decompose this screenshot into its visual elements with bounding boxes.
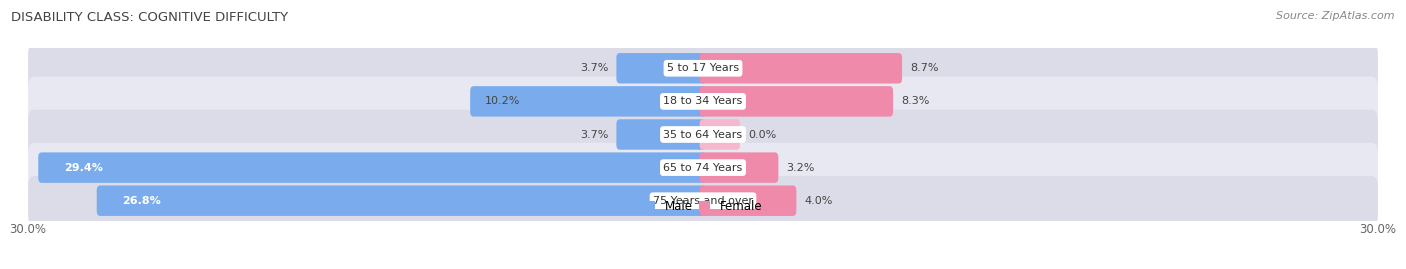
- FancyBboxPatch shape: [700, 86, 893, 117]
- FancyBboxPatch shape: [28, 110, 1378, 159]
- FancyBboxPatch shape: [28, 143, 1378, 192]
- Legend: Male, Female: Male, Female: [638, 196, 768, 218]
- Text: 3.7%: 3.7%: [581, 63, 609, 73]
- Text: 8.7%: 8.7%: [910, 63, 938, 73]
- Text: DISABILITY CLASS: COGNITIVE DIFFICULTY: DISABILITY CLASS: COGNITIVE DIFFICULTY: [11, 11, 288, 24]
- Text: 3.7%: 3.7%: [581, 129, 609, 140]
- FancyBboxPatch shape: [700, 53, 903, 83]
- FancyBboxPatch shape: [28, 77, 1378, 126]
- Text: 29.4%: 29.4%: [65, 162, 103, 173]
- FancyBboxPatch shape: [700, 152, 779, 183]
- Text: 75 Years and over: 75 Years and over: [652, 196, 754, 206]
- FancyBboxPatch shape: [28, 44, 1378, 93]
- FancyBboxPatch shape: [97, 186, 706, 216]
- FancyBboxPatch shape: [470, 86, 706, 117]
- Text: Source: ZipAtlas.com: Source: ZipAtlas.com: [1277, 11, 1395, 21]
- Text: 10.2%: 10.2%: [485, 96, 520, 107]
- Text: 35 to 64 Years: 35 to 64 Years: [664, 129, 742, 140]
- FancyBboxPatch shape: [700, 186, 796, 216]
- Text: 0.0%: 0.0%: [748, 129, 776, 140]
- Text: 18 to 34 Years: 18 to 34 Years: [664, 96, 742, 107]
- FancyBboxPatch shape: [616, 119, 706, 150]
- FancyBboxPatch shape: [616, 53, 706, 83]
- FancyBboxPatch shape: [38, 152, 706, 183]
- Text: 3.2%: 3.2%: [786, 162, 814, 173]
- FancyBboxPatch shape: [28, 176, 1378, 225]
- FancyBboxPatch shape: [700, 119, 740, 150]
- Text: 4.0%: 4.0%: [804, 196, 832, 206]
- Text: 26.8%: 26.8%: [122, 196, 162, 206]
- Text: 65 to 74 Years: 65 to 74 Years: [664, 162, 742, 173]
- Text: 8.3%: 8.3%: [901, 96, 929, 107]
- Text: 5 to 17 Years: 5 to 17 Years: [666, 63, 740, 73]
